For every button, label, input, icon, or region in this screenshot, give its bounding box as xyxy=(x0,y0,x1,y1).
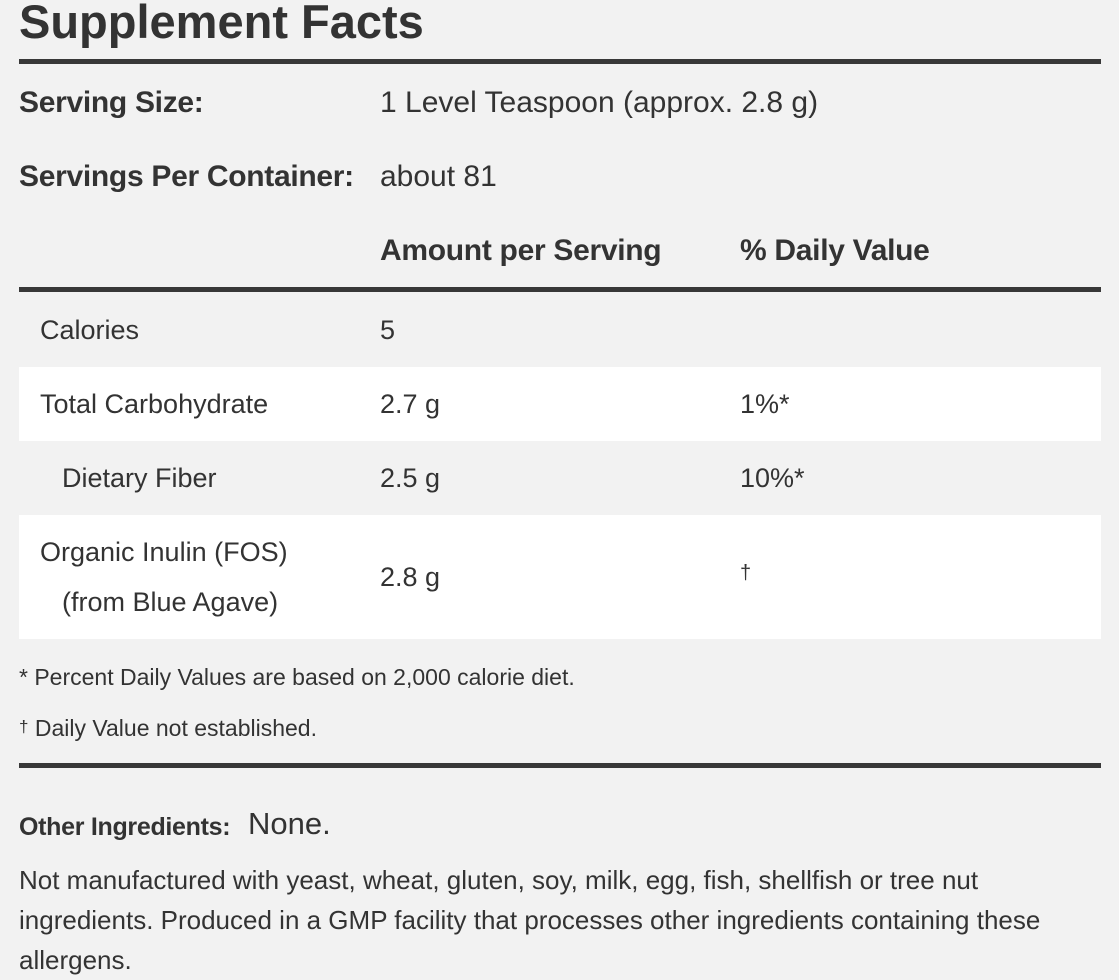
nutrient-name: Calories xyxy=(40,315,140,345)
nutrient-row-calories: Calories 5 xyxy=(19,293,1101,367)
column-header-daily-value: % Daily Value xyxy=(740,234,930,267)
serving-size-label: Serving Size: xyxy=(19,86,204,119)
nutrient-amount: 2.8 g xyxy=(380,562,441,592)
footnote-percent: * Percent Daily Values are based on 2,00… xyxy=(19,664,575,690)
footnote-dagger: † Daily Value not established. xyxy=(19,712,317,743)
nutrient-daily-value: 1%* xyxy=(740,389,790,419)
nutrient-amount: 2.5 g xyxy=(380,463,441,493)
nutrient-name-line2: (from Blue Agave) xyxy=(62,587,279,617)
nutrient-amount: 5 xyxy=(380,315,396,345)
nutrient-row-dietary-fiber: Dietary Fiber 2.5 g 10%* xyxy=(19,441,1101,515)
nutrient-row-organic-inulin: Organic Inulin (FOS) (from Blue Agave) 2… xyxy=(19,515,1101,639)
servings-per-container-label: Servings Per Container: xyxy=(19,160,354,193)
other-ingredients-value: None. xyxy=(248,806,331,841)
footnote-dagger-text: Daily Value not established. xyxy=(28,715,317,741)
header-divider xyxy=(19,287,1101,292)
nutrient-name: Total Carbohydrate xyxy=(40,389,269,419)
nutrient-daily-value: † xyxy=(740,562,752,584)
nutrient-amount: 2.7 g xyxy=(380,389,441,419)
footnote-divider xyxy=(19,763,1101,768)
dagger-symbol: † xyxy=(19,717,29,736)
nutrient-name: Organic Inulin (FOS) xyxy=(40,537,288,567)
top-divider xyxy=(19,59,1101,64)
allergen-statement: Not manufactured with yeast, wheat, glut… xyxy=(19,865,1041,975)
other-ingredients-label: Other Ingredients: xyxy=(19,813,231,841)
page-title: Supplement Facts xyxy=(19,0,424,48)
nutrient-name: Dietary Fiber xyxy=(62,463,217,493)
nutrient-daily-value: 10%* xyxy=(740,463,805,493)
servings-per-container-value: about 81 xyxy=(380,160,497,193)
column-header-amount: Amount per Serving xyxy=(380,234,662,267)
nutrient-row-total-carbohydrate: Total Carbohydrate 2.7 g 1%* xyxy=(19,367,1101,441)
serving-size-value: 1 Level Teaspoon (approx. 2.8 g) xyxy=(380,86,819,119)
